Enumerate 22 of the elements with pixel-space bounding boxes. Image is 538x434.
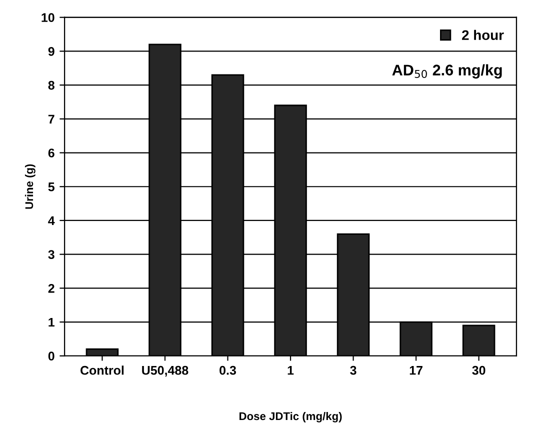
y-tick-label: 0 (48, 352, 54, 361)
x-tick-label: 30 (472, 366, 486, 375)
y-tick-label: 1 (48, 318, 54, 327)
y-tick-label: 4 (48, 216, 55, 225)
y-tick-label: 10 (42, 13, 54, 22)
x-tick-label: 17 (410, 366, 422, 375)
x-tick-label: 1 (288, 366, 294, 375)
x-axis-title: Dose JDTic (mg/kg) (240, 412, 342, 422)
x-tick-label: 3 (350, 366, 356, 375)
annotation: AD$_{50}$ 2.6 mg/kg (392, 64, 502, 79)
y-tick-label: 2 (48, 284, 54, 293)
y-tick-label: 3 (48, 250, 54, 259)
x-tick-label: U50,488 (142, 366, 188, 377)
x-tick-label: 0.3 (220, 366, 236, 375)
y-tick-label: 6 (48, 148, 54, 158)
x-tick-label: Control (80, 366, 124, 375)
legend-label: 2 hour (462, 30, 504, 40)
y-tick-label: 8 (48, 80, 54, 90)
y-tick-label: 5 (48, 182, 54, 192)
y-tick-label: 9 (48, 47, 54, 56)
y-tick-label: 7 (48, 114, 54, 124)
y-axis-title: Urine (g) (24, 164, 36, 209)
